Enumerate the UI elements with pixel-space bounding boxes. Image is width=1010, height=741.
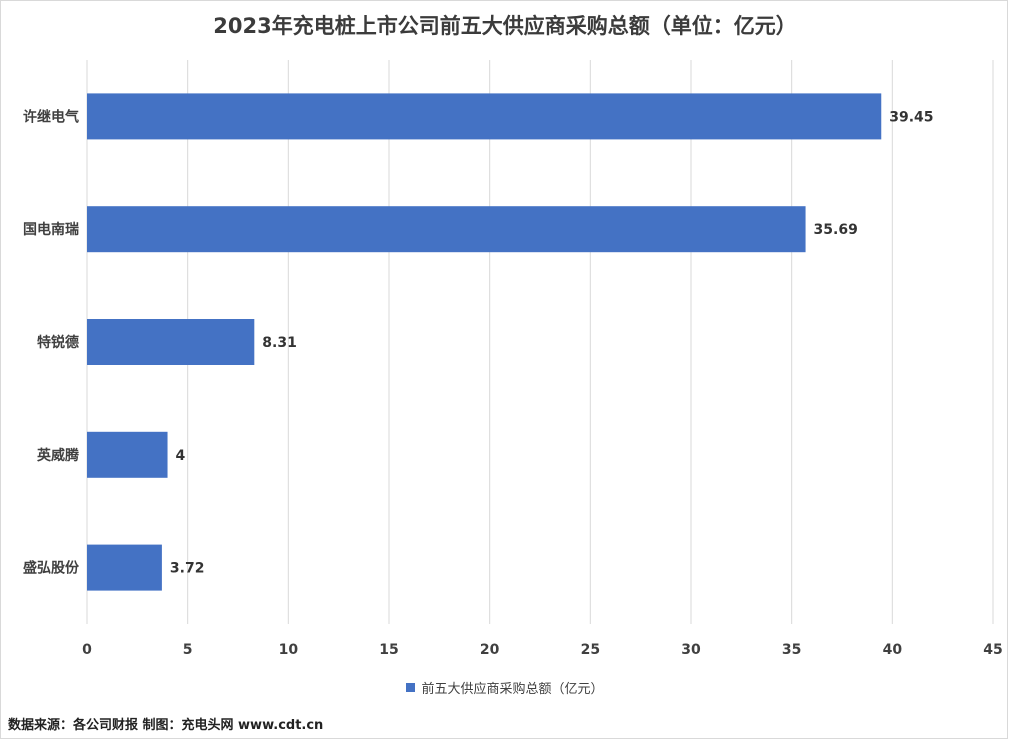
x-tick-label: 40 (883, 642, 903, 658)
legend-label: 前五大供应商采购总额（亿元） (421, 682, 604, 697)
x-tick-label: 10 (279, 642, 299, 658)
x-tick-label: 45 (983, 642, 1002, 658)
x-tick-label: 0 (82, 642, 92, 658)
y-category-label: 特锐德 (37, 334, 79, 351)
x-tick-label: 5 (183, 642, 193, 658)
data-label: 4 (176, 448, 186, 464)
x-tick-label: 35 (782, 642, 801, 658)
chart-title: 2023年充电桩上市公司前五大供应商采购总额（单位：亿元） (213, 14, 797, 38)
x-tick-label: 30 (681, 642, 701, 658)
source-note: 数据来源：各公司财报 制图：充电头网 www.cdt.cn (8, 718, 324, 733)
legend-swatch (406, 683, 416, 692)
bar (87, 544, 162, 591)
data-label: 35.69 (814, 222, 858, 238)
data-label: 39.45 (889, 109, 933, 125)
y-category-label: 国电南瑞 (23, 221, 79, 238)
y-category-label: 盛弘股份 (23, 560, 80, 577)
y-category-label: 英威腾 (36, 447, 80, 464)
x-tick-label: 25 (581, 642, 600, 658)
bar (87, 206, 806, 253)
bar (87, 431, 168, 478)
bar (87, 319, 255, 365)
data-label: 8.31 (262, 335, 297, 351)
bar (87, 93, 882, 140)
x-tick-label: 20 (480, 642, 500, 658)
x-tick-label: 15 (379, 642, 398, 658)
chart-legend: 前五大供应商采购总额（亿元） (0, 678, 1010, 697)
data-label: 3.72 (170, 561, 205, 577)
y-category-label: 许继电气 (23, 108, 79, 125)
